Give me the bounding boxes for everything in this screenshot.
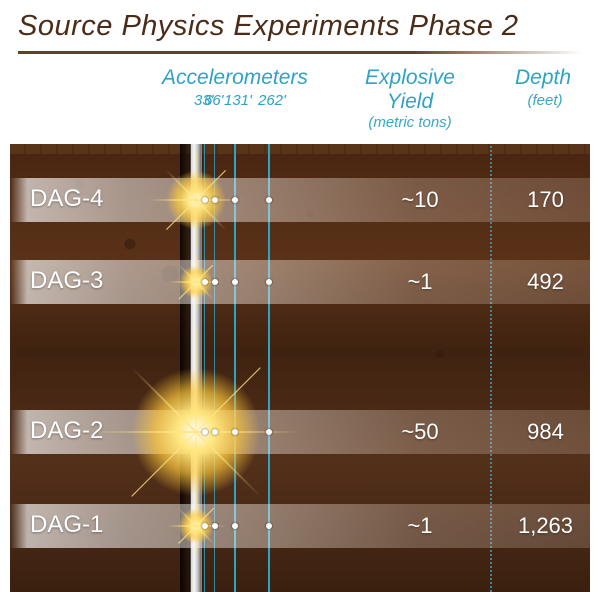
row-label: DAG-4 [30, 185, 103, 213]
title-rule [18, 51, 582, 54]
accelerometer-dot [266, 429, 272, 435]
data-row: DAG-2 ~50 984 [10, 410, 590, 454]
accelerometer-dot [232, 429, 238, 435]
row-depth: 492 [503, 269, 588, 295]
row-label: DAG-2 [30, 417, 103, 445]
row-yield: ~50 [360, 419, 480, 445]
ground-surface [10, 144, 590, 154]
accelerometer-dot [266, 279, 272, 285]
accelerometer-dot [266, 197, 272, 203]
row-depth: 170 [503, 187, 588, 213]
accelerometer-dot [212, 429, 218, 435]
accelerometer-dot [202, 429, 208, 435]
accelerometer-dot [232, 279, 238, 285]
page-title: Source Physics Experiments Phase 2 [0, 0, 600, 49]
accelerometer-dot [212, 279, 218, 285]
row-label: DAG-3 [30, 267, 103, 295]
row-depth: 984 [503, 419, 588, 445]
accelerometer-dot [202, 523, 208, 529]
row-depth: 1,263 [503, 513, 588, 539]
column-headers: Accelerometers Explosive Yield (metric t… [0, 58, 600, 138]
yield-subheader: (metric tons) [355, 114, 465, 131]
yield-header: Explosive Yield [335, 66, 485, 114]
accelerometer-dot [212, 197, 218, 203]
accelerometer-dot [232, 197, 238, 203]
accelerometer-dot [212, 523, 218, 529]
data-row: DAG-4 ~10 170 [10, 178, 590, 222]
accel-distance-label: 33' [194, 92, 214, 109]
row-yield: ~10 [360, 187, 480, 213]
row-yield: ~1 [360, 269, 480, 295]
data-row: DAG-3 ~1 492 [10, 260, 590, 304]
row-label: DAG-1 [30, 511, 103, 539]
accelerometer-dot [202, 197, 208, 203]
accel-distance-label: 262' [258, 92, 286, 109]
accel-distance-label: 66' [204, 92, 224, 109]
accelerometers-header: Accelerometers [150, 66, 320, 90]
earth-cross-section: DAG-4 ~10 170 DAG-3 ~1 492 DAG-2 ~50 984 DAG-1 ~1 1… [10, 144, 590, 592]
accelerometer-dot [202, 279, 208, 285]
accelerometer-dot [232, 523, 238, 529]
accelerometer-dot [266, 523, 272, 529]
data-row: DAG-1 ~1 1,263 [10, 504, 590, 548]
depth-subheader: (feet) [510, 92, 580, 109]
row-yield: ~1 [360, 513, 480, 539]
accel-distance-label: 131' [224, 92, 252, 109]
depth-header: Depth [498, 66, 588, 90]
